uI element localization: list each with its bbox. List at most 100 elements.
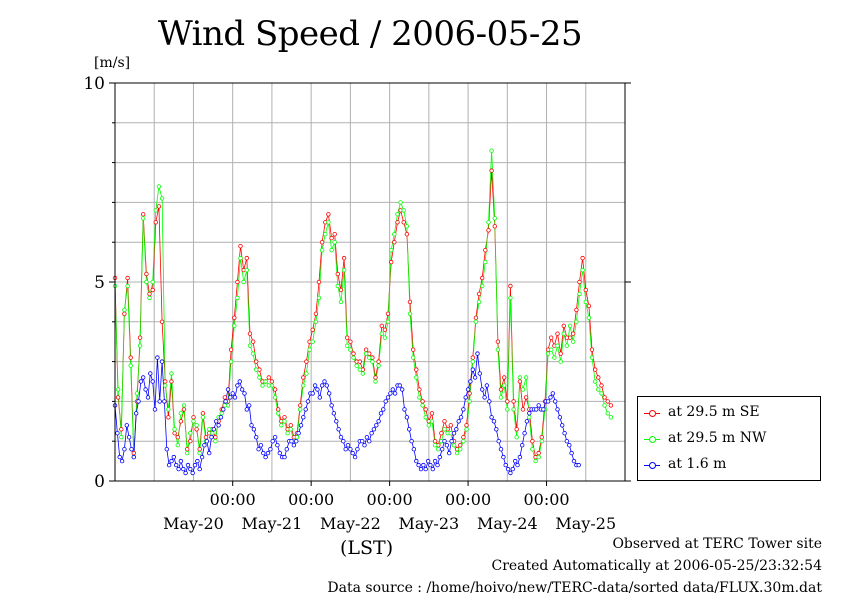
data-point-1 bbox=[153, 208, 158, 213]
data-point-2 bbox=[148, 371, 153, 376]
data-point-0 bbox=[420, 399, 425, 404]
data-point-2 bbox=[310, 391, 315, 396]
data-point-1 bbox=[451, 443, 457, 448]
data-point-2 bbox=[498, 447, 504, 452]
data-point-2 bbox=[435, 462, 440, 468]
data-point-1 bbox=[473, 319, 479, 324]
data-point-2 bbox=[562, 431, 567, 436]
data-point-1 bbox=[398, 200, 403, 205]
data-point-1 bbox=[464, 427, 469, 432]
data-point-1 bbox=[360, 371, 366, 376]
data-point-2 bbox=[564, 439, 570, 444]
data-point-2 bbox=[150, 379, 155, 384]
data-point-2 bbox=[367, 439, 372, 444]
data-point-2 bbox=[265, 450, 271, 456]
data-point-2 bbox=[171, 454, 176, 460]
data-point-2 bbox=[475, 351, 480, 356]
data-point-0 bbox=[561, 323, 566, 328]
data-point-0 bbox=[411, 347, 416, 352]
data-point-1 bbox=[125, 283, 130, 289]
data-point-0 bbox=[169, 379, 174, 384]
data-point-0 bbox=[414, 367, 419, 372]
x-date-label: May-25 bbox=[555, 514, 616, 533]
data-point-0 bbox=[310, 327, 315, 332]
data-point-2 bbox=[505, 466, 511, 472]
data-point-1 bbox=[169, 371, 174, 376]
data-point-0 bbox=[272, 387, 278, 392]
data-point-1 bbox=[345, 343, 350, 348]
data-point-0 bbox=[228, 347, 234, 352]
data-point-1 bbox=[335, 283, 340, 289]
data-point-2 bbox=[400, 387, 405, 392]
data-point-2 bbox=[122, 447, 127, 452]
data-point-0 bbox=[599, 383, 604, 388]
data-point-0 bbox=[147, 291, 152, 297]
data-point-0 bbox=[131, 450, 136, 456]
data-point-0 bbox=[326, 212, 331, 217]
data-point-1 bbox=[197, 450, 202, 456]
data-point-1 bbox=[263, 379, 268, 384]
data-point-2 bbox=[145, 395, 151, 400]
data-point-2 bbox=[268, 447, 273, 452]
x-time-label: 00:00 bbox=[210, 490, 256, 509]
data-point-1 bbox=[250, 351, 256, 356]
data-point-1 bbox=[404, 224, 410, 229]
data-point-0 bbox=[150, 287, 155, 293]
data-point-1 bbox=[235, 295, 240, 301]
data-point-2 bbox=[385, 395, 391, 400]
data-point-2 bbox=[131, 454, 136, 460]
data-point-1 bbox=[137, 343, 143, 348]
data-point-2 bbox=[129, 447, 134, 452]
data-point-0 bbox=[464, 423, 469, 428]
data-point-2 bbox=[524, 419, 530, 424]
data-point-2 bbox=[425, 458, 431, 464]
data-point-0 bbox=[341, 255, 347, 261]
data-point-1 bbox=[304, 371, 309, 376]
data-point-2 bbox=[178, 458, 184, 464]
data-point-1 bbox=[442, 427, 447, 432]
data-point-1 bbox=[191, 419, 196, 424]
data-point-0 bbox=[301, 375, 306, 380]
data-point-2 bbox=[369, 431, 374, 436]
data-point-0 bbox=[530, 439, 535, 444]
axis-labels: 0 5 10 00:00 00:00 00:00 00:00 00:00 May-20 May-2… bbox=[83, 74, 616, 533]
data-point-2 bbox=[270, 439, 275, 444]
data-point-2 bbox=[517, 454, 523, 460]
data-point-2 bbox=[371, 427, 377, 432]
data-point-0 bbox=[448, 423, 453, 428]
data-point-1 bbox=[379, 331, 384, 336]
data-point-2 bbox=[465, 387, 471, 392]
data-point-2 bbox=[206, 450, 212, 456]
data-point-2 bbox=[164, 447, 169, 452]
data-point-1 bbox=[244, 267, 249, 273]
data-point-0 bbox=[188, 439, 193, 444]
data-point-1 bbox=[414, 375, 419, 380]
data-point-1 bbox=[272, 395, 278, 400]
series-line-1 bbox=[114, 150, 612, 462]
data-point-1 bbox=[574, 319, 579, 324]
data-point-2 bbox=[468, 379, 473, 384]
data-point-1 bbox=[316, 295, 322, 301]
data-point-2 bbox=[571, 458, 577, 464]
data-point-2 bbox=[242, 391, 247, 396]
data-point-0 bbox=[514, 427, 519, 432]
data-point-0 bbox=[392, 239, 397, 245]
data-point-0 bbox=[178, 419, 184, 424]
data-point-2 bbox=[409, 439, 414, 444]
data-point-1 bbox=[495, 347, 501, 352]
data-point-2 bbox=[576, 462, 581, 468]
data-point-0 bbox=[335, 271, 340, 277]
data-point-1 bbox=[115, 387, 121, 392]
series-lines bbox=[114, 150, 612, 474]
data-point-1 bbox=[599, 391, 604, 396]
data-point-2 bbox=[343, 447, 348, 452]
data-point-2 bbox=[319, 383, 325, 388]
data-point-0 bbox=[483, 247, 488, 253]
data-point-0 bbox=[555, 331, 560, 336]
data-point-1 bbox=[128, 363, 133, 368]
data-point-0 bbox=[282, 415, 287, 420]
data-point-0 bbox=[558, 351, 563, 356]
data-point-1 bbox=[298, 407, 303, 412]
data-point-0 bbox=[389, 259, 394, 265]
data-point-2 bbox=[491, 419, 497, 424]
